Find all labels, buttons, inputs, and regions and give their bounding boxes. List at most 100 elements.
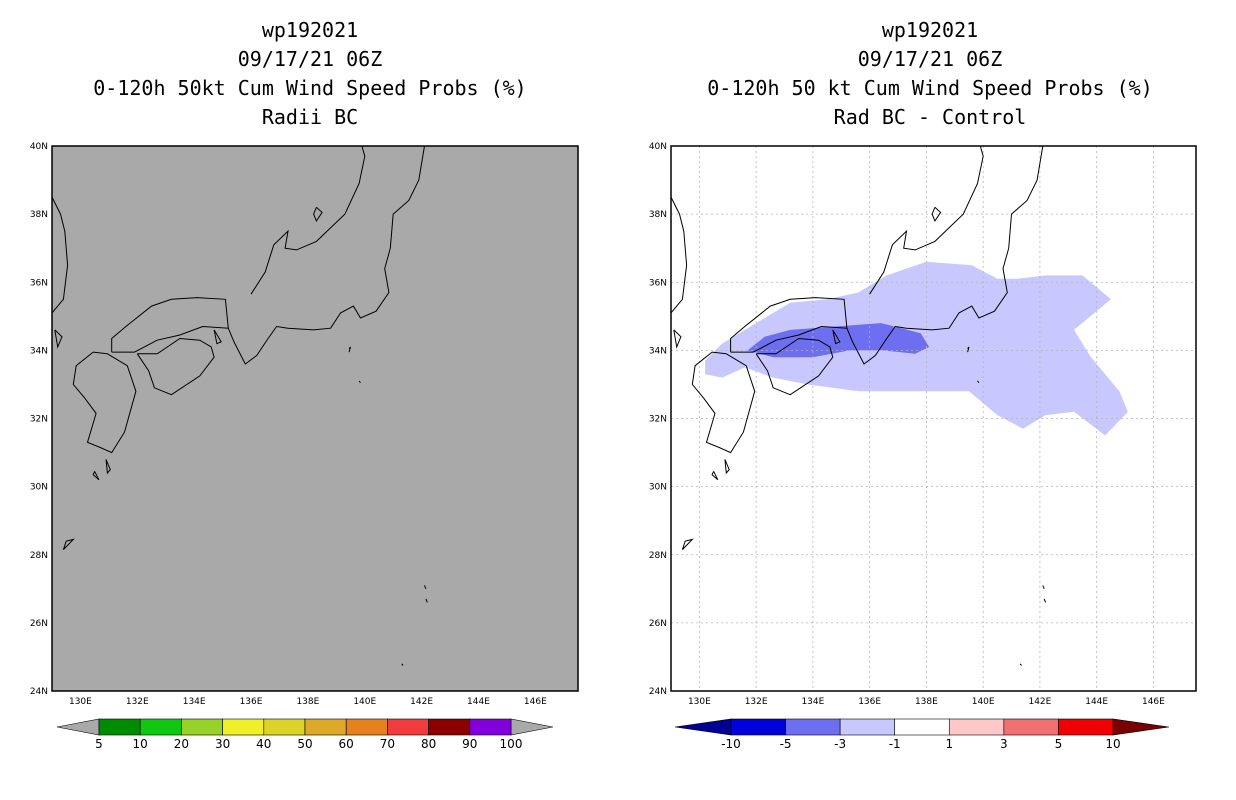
y-tick-label: 38N <box>649 210 667 220</box>
colorbar-swatch <box>469 718 512 736</box>
colorbar-swatch <box>98 718 141 736</box>
coastline <box>358 380 361 384</box>
colorbar-label: 1 <box>945 737 953 751</box>
y-tick-label: 24N <box>30 687 48 697</box>
y-tick-label: 32N <box>649 415 667 425</box>
coastline <box>724 459 730 475</box>
coastline <box>1042 585 1045 589</box>
x-tick-label: 136E <box>858 697 881 707</box>
colorbar-label: 5 <box>95 737 103 751</box>
x-tick-label: 132E <box>126 697 149 707</box>
coastline <box>846 146 1044 365</box>
colorbar-label: 20 <box>174 737 189 751</box>
coastline <box>424 585 427 589</box>
panel-1-datetime: 09/17/21 06Z <box>237 47 383 71</box>
colorbar-label: 80 <box>421 737 436 751</box>
coastline <box>213 329 222 345</box>
x-tick-label: 130E <box>688 697 711 707</box>
coastline <box>227 146 425 365</box>
colorbar-label: -10 <box>721 737 741 751</box>
x-tick-label: 134E <box>801 697 824 707</box>
coastline <box>72 351 137 454</box>
coastline <box>401 663 404 666</box>
x-tick-label: 130E <box>69 697 92 707</box>
panel-1-storm-id: wp192021 <box>261 18 359 42</box>
y-tick-label: 38N <box>30 210 48 220</box>
colorbar-label: 60 <box>339 737 354 751</box>
x-tick-label: 144E <box>467 697 490 707</box>
y-tick-label: 24N <box>649 687 667 697</box>
colorbar-label: 3 <box>1000 737 1008 751</box>
y-tick-label: 40N <box>649 142 667 152</box>
coastline <box>52 196 69 314</box>
y-tick-label: 26N <box>30 619 48 629</box>
coastline <box>967 346 970 353</box>
colorbar-swatch <box>428 718 471 736</box>
coastline <box>105 459 111 475</box>
colorbar-label: 50 <box>297 737 312 751</box>
colorbar-label: -5 <box>780 737 792 751</box>
plot-frame <box>670 145 1197 692</box>
colorbar-swatch <box>839 718 896 736</box>
colorbar-label: 70 <box>380 737 395 751</box>
panel-1-subtitle: Radii BC <box>261 105 359 129</box>
coastline <box>671 196 688 314</box>
coastline <box>111 297 229 353</box>
y-tick-label: 28N <box>30 551 48 561</box>
panel-1-title: wp192021 09/17/21 06Z 0-120h 50kt Cum Wi… <box>40 16 580 132</box>
plot-frame <box>51 145 579 692</box>
coastline <box>673 329 682 349</box>
coastline <box>977 380 980 384</box>
x-tick-label: 140E <box>972 697 995 707</box>
colorbar-low-arrow <box>56 718 100 736</box>
x-tick-label: 142E <box>410 697 433 707</box>
panel-2-title: wp192021 09/17/21 06Z 0-120h 50 kt Cum W… <box>660 16 1200 132</box>
y-tick-label: 30N <box>649 483 667 493</box>
x-tick-label: 136E <box>240 697 263 707</box>
coastline <box>348 346 351 353</box>
colorbar-high-arrow <box>1112 718 1170 736</box>
colorbar-label: 5 <box>1055 737 1063 751</box>
colorbar-label: 100 <box>500 737 523 751</box>
x-tick-label: 140E <box>353 697 376 707</box>
panel-1-product: 0-120h 50kt Cum Wind Speed Probs (%) <box>93 76 527 100</box>
y-tick-label: 34N <box>30 346 48 356</box>
y-tick-label: 36N <box>30 278 48 288</box>
panel-2-map: 130E 132E 134E 136E 138E 140E 142E 144E 146E 24N 2… <box>649 142 1197 707</box>
x-tick-label: 132E <box>745 697 768 707</box>
colorbar-swatch <box>894 718 950 736</box>
colorbar-label: -1 <box>889 737 901 751</box>
colorbar-label: -3 <box>834 737 846 751</box>
y-tick-label: 32N <box>30 415 48 425</box>
coastline <box>54 329 63 349</box>
colorbar-label: 40 <box>256 737 271 751</box>
x-tick-label: 142E <box>1028 697 1051 707</box>
y-tick-label: 34N <box>649 346 667 356</box>
coastline <box>691 351 756 454</box>
colorbar-swatch <box>181 718 223 736</box>
y-tick-label: 36N <box>649 278 667 288</box>
coastline <box>136 337 215 396</box>
coastline <box>92 471 100 481</box>
x-tick-label: 146E <box>524 697 547 707</box>
coastline <box>1019 663 1022 666</box>
x-tick-label: 144E <box>1085 697 1108 707</box>
coastline <box>681 538 694 550</box>
coastline <box>250 146 366 295</box>
colorbar-swatch <box>345 718 388 736</box>
y-tick-label: 40N <box>30 142 48 152</box>
x-tick-label: 146E <box>1142 697 1165 707</box>
panel-2-colorbar: -10 -5 -3 -1 1 3 5 10 <box>674 718 1170 751</box>
colorbar-swatch <box>304 718 347 736</box>
panel-2-subtitle: Rad BC - Control <box>833 105 1027 129</box>
coastline <box>869 146 984 295</box>
panel-1-map: 130E 132E 134E 136E 138E 140E 142E 144E 146E 24N 2… <box>30 142 579 707</box>
colorbar-label: 10 <box>1105 737 1120 751</box>
panel-2-datetime: 09/17/21 06Z <box>857 47 1003 71</box>
colorbar-low-arrow <box>674 718 732 736</box>
colorbar-swatch <box>139 718 182 736</box>
x-tick-label: 134E <box>183 697 206 707</box>
colorbar-label: 10 <box>133 737 148 751</box>
coastline <box>755 337 834 396</box>
